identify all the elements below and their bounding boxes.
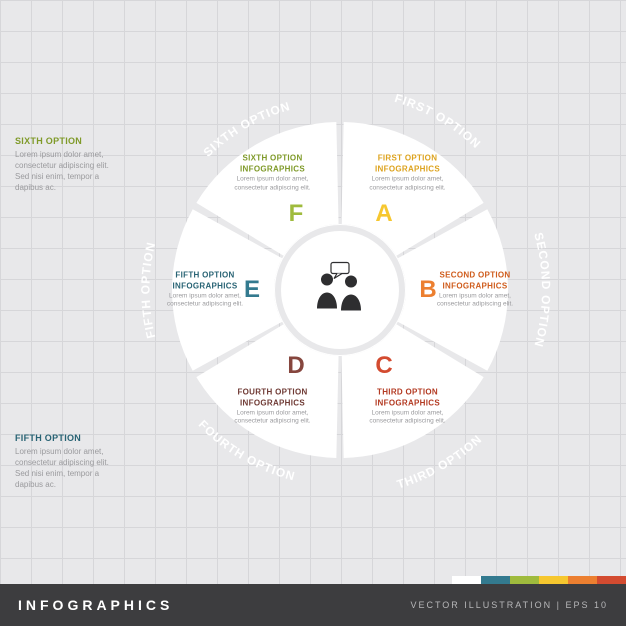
segment-detail-title: Third Option bbox=[355, 387, 460, 396]
segment-detail-sub: INFOGRAPHICS bbox=[220, 165, 325, 174]
segment-detail-sub: INFOGRAPHICS bbox=[423, 282, 528, 291]
segment-detail-title: Sixth Option bbox=[220, 154, 325, 163]
segment-detail-F: Sixth Option INFOGRAPHICS Lorem ipsum dolo… bbox=[220, 154, 325, 193]
segment-detail-C: Third Option INFOGRAPHICS Lorem ipsum dolo… bbox=[355, 387, 460, 426]
segment-detail-body: Lorem ipsum dolor amet, consectetur adip… bbox=[355, 409, 460, 426]
segment-letter-C: C bbox=[375, 352, 392, 380]
segment-letter-A: A bbox=[375, 200, 392, 228]
footer-title: INFOGRAPHICS bbox=[18, 597, 173, 613]
segment-letter-F: F bbox=[289, 200, 304, 228]
footer-bar: INFOGRAPHICS VECTOR ILLUSTRATION | EPS 1… bbox=[0, 584, 626, 626]
segment-detail-sub: INFOGRAPHICS bbox=[355, 398, 460, 407]
segment-detail-body: Lorem ipsum dolor amet, consectetur adip… bbox=[423, 293, 528, 310]
segment-detail-sub: INFOGRAPHICS bbox=[220, 398, 325, 407]
segment-detail-body: Lorem ipsum dolor amet, consectetur adip… bbox=[220, 409, 325, 426]
segment-letter-D: D bbox=[287, 352, 304, 380]
segment-detail-title: Fifth Option bbox=[153, 271, 258, 280]
segment-detail-E: Fifth Option INFOGRAPHICS Lorem ipsum dolo… bbox=[153, 271, 258, 310]
segment-detail-B: Second Option INFOGRAPHICS Lorem ipsum dol… bbox=[423, 271, 528, 310]
segment-detail-D: Fourth Option INFOGRAPHICS Lorem ipsum dol… bbox=[220, 387, 325, 426]
palette-strip bbox=[452, 576, 626, 584]
segment-detail-body: Lorem ipsum dolor amet, consectetur adip… bbox=[220, 176, 325, 193]
segment-detail-sub: INFOGRAPHICS bbox=[153, 282, 258, 291]
footer-subtitle: VECTOR ILLUSTRATION | EPS 10 bbox=[410, 600, 608, 610]
center-people-icon bbox=[305, 261, 375, 320]
segment-detail-title: Fourth Option bbox=[220, 387, 325, 396]
segment-detail-title: Second Option bbox=[423, 271, 528, 280]
segment-detail-title: First Option bbox=[355, 154, 460, 163]
segment-detail-A: First Option INFOGRAPHICS Lorem ipsum dolo… bbox=[355, 154, 460, 193]
segment-detail-sub: INFOGRAPHICS bbox=[355, 165, 460, 174]
segment-detail-body: Lorem ipsum dolor amet, consectetur adip… bbox=[153, 293, 258, 310]
segment-detail-body: Lorem ipsum dolor amet, consectetur adip… bbox=[355, 176, 460, 193]
